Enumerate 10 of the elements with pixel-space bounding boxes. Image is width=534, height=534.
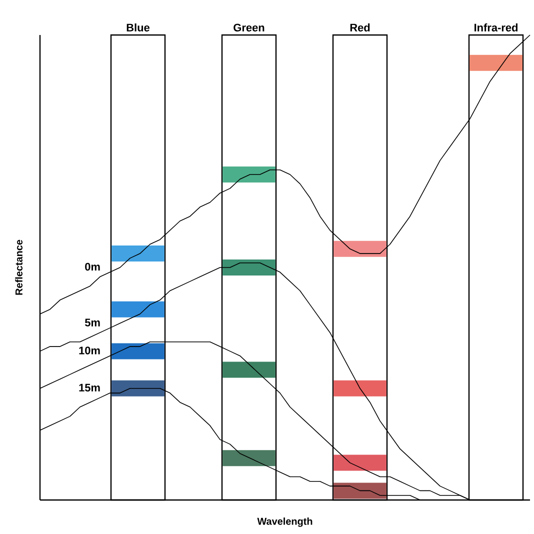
text: Red xyxy=(350,23,370,32)
series-label: 0m xyxy=(85,262,100,271)
y-axis-title: Reflectance xyxy=(15,240,22,295)
series-label: 10m xyxy=(79,346,100,354)
series-label: 5m xyxy=(84,318,100,326)
text: Green xyxy=(234,24,264,32)
text: Blue xyxy=(126,23,150,32)
series-label: 15m xyxy=(79,384,100,392)
x-axis-title: Wavelength xyxy=(257,518,312,527)
text: Infra-red xyxy=(474,23,518,32)
